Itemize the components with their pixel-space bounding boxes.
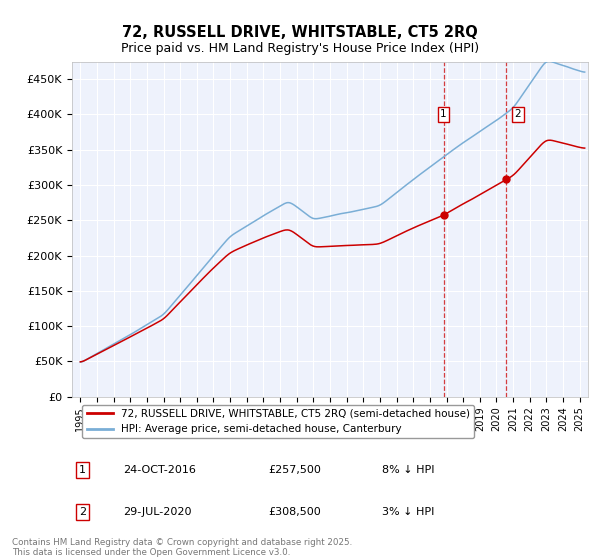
Text: £308,500: £308,500 bbox=[268, 507, 321, 517]
Text: 1: 1 bbox=[79, 465, 86, 475]
Text: 2: 2 bbox=[79, 507, 86, 517]
Legend: 72, RUSSELL DRIVE, WHITSTABLE, CT5 2RQ (semi-detached house), HPI: Average price: 72, RUSSELL DRIVE, WHITSTABLE, CT5 2RQ (… bbox=[82, 405, 474, 438]
Text: 3% ↓ HPI: 3% ↓ HPI bbox=[382, 507, 434, 517]
Text: 72, RUSSELL DRIVE, WHITSTABLE, CT5 2RQ: 72, RUSSELL DRIVE, WHITSTABLE, CT5 2RQ bbox=[122, 25, 478, 40]
Text: 1: 1 bbox=[440, 110, 447, 119]
Text: 29-JUL-2020: 29-JUL-2020 bbox=[124, 507, 192, 517]
Text: £257,500: £257,500 bbox=[268, 465, 321, 475]
Text: Price paid vs. HM Land Registry's House Price Index (HPI): Price paid vs. HM Land Registry's House … bbox=[121, 42, 479, 55]
Text: Contains HM Land Registry data © Crown copyright and database right 2025.
This d: Contains HM Land Registry data © Crown c… bbox=[12, 538, 352, 557]
Text: 2: 2 bbox=[514, 110, 521, 119]
Text: 24-OCT-2016: 24-OCT-2016 bbox=[124, 465, 196, 475]
Text: 8% ↓ HPI: 8% ↓ HPI bbox=[382, 465, 434, 475]
